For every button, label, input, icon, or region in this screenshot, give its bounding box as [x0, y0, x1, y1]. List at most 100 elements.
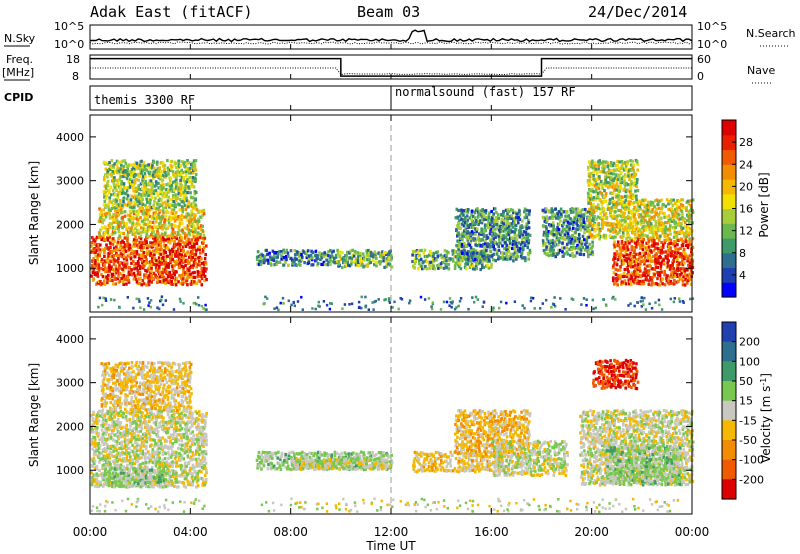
- echo-cell: [112, 237, 115, 241]
- echo-cell: [144, 185, 147, 189]
- echo-cell: [95, 472, 98, 476]
- echo-cell: [187, 200, 191, 204]
- echo-cell: [660, 262, 663, 266]
- echo-cell: [113, 185, 117, 189]
- echo-cell: [610, 161, 613, 165]
- echo-cell: [199, 232, 202, 236]
- echo-cell: [657, 214, 660, 218]
- echo-cell: [636, 232, 639, 236]
- echo-cell: [567, 241, 571, 245]
- echo-cell: [640, 282, 644, 286]
- echo-cell: [500, 217, 504, 221]
- echo-cell: [117, 411, 121, 415]
- echo-cell: [183, 189, 187, 193]
- echo-cell: [103, 263, 106, 267]
- echo-cell: [101, 448, 105, 452]
- echo-cell: [424, 259, 427, 263]
- echo-cell: [580, 214, 583, 218]
- echo-cell: [147, 276, 150, 280]
- echo-cell: [103, 447, 107, 451]
- echo-cell: [468, 243, 472, 247]
- echo-cell: [450, 302, 454, 305]
- echo-cell: [115, 432, 119, 436]
- echo-cell: [386, 252, 390, 256]
- echo-cell: [101, 221, 104, 225]
- echo-cell: [527, 226, 531, 230]
- echo-cell: [338, 254, 342, 258]
- echo-cell: [632, 168, 635, 172]
- echo-cell: [113, 420, 116, 424]
- echo-cell: [149, 271, 152, 275]
- echo-cell: [683, 221, 687, 225]
- echo-cell: [310, 249, 313, 253]
- echo-cell: [466, 234, 470, 238]
- echo-cell: [105, 422, 108, 426]
- echo-cell: [148, 200, 151, 204]
- echo-cell: [620, 273, 623, 277]
- echo-cell: [658, 274, 662, 278]
- echo-cell: [114, 439, 117, 443]
- echo-cell: [587, 160, 591, 164]
- echo-cell: [371, 259, 375, 263]
- echo-cell: [505, 301, 508, 305]
- echo-cell: [112, 254, 116, 258]
- echo-cell: [163, 218, 167, 222]
- echo-cell: [636, 209, 640, 213]
- echo-cell: [658, 303, 661, 307]
- echo-cell: [153, 253, 156, 257]
- echo-cell: [160, 187, 164, 191]
- echo-cell: [566, 252, 569, 256]
- echo-cell: [608, 198, 612, 202]
- echo-cell: [512, 259, 515, 263]
- echo-cell: [495, 242, 499, 246]
- echo-cell: [549, 230, 552, 234]
- echo-cell: [432, 259, 436, 263]
- echo-cell: [590, 171, 593, 175]
- echo-cell: [316, 253, 319, 258]
- echo-cell: [633, 281, 636, 285]
- echo-cell: [115, 423, 119, 427]
- echo-cell: [600, 203, 604, 207]
- echo-cell: [623, 173, 627, 177]
- echo-cell: [122, 280, 125, 284]
- echo-cell: [499, 227, 502, 231]
- echo-cell: [116, 452, 119, 456]
- echo-cell: [119, 205, 122, 209]
- echo-cell: [457, 240, 461, 244]
- echo-cell: [167, 172, 170, 176]
- echo-cell: [564, 218, 568, 223]
- echo-cell: [451, 300, 454, 303]
- echo-cell: [191, 203, 195, 207]
- echo-cell: [630, 226, 633, 230]
- echo-cell: [688, 237, 691, 241]
- echo-cell: [631, 214, 634, 219]
- echo-cell: [514, 228, 518, 232]
- echo-cell: [657, 218, 660, 222]
- echo-cell: [151, 220, 155, 224]
- echo-cell: [109, 298, 113, 301]
- echo-cell: [133, 169, 136, 173]
- echo-cell: [492, 240, 495, 244]
- echo-cell: [123, 434, 126, 438]
- echo-cell: [466, 224, 470, 228]
- echo-cell: [553, 240, 557, 244]
- echo-cell: [106, 181, 109, 185]
- echo-cell: [188, 176, 191, 180]
- echo-cell: [193, 257, 197, 261]
- echo-cell: [369, 250, 373, 255]
- echo-cell: [486, 257, 489, 261]
- echo-cell: [453, 250, 457, 254]
- echo-cell: [528, 251, 532, 255]
- echo-cell: [119, 244, 123, 248]
- echo-cell: [129, 198, 133, 202]
- echo-cell: [560, 212, 563, 216]
- echo-cell: [606, 221, 609, 225]
- echo-cell: [149, 305, 152, 309]
- echo-cell: [158, 280, 162, 284]
- echo-cell: [674, 247, 678, 251]
- echo-cell: [195, 265, 198, 269]
- echo-cell: [160, 160, 163, 165]
- echo-cell: [162, 183, 165, 187]
- echo-cell: [508, 245, 511, 249]
